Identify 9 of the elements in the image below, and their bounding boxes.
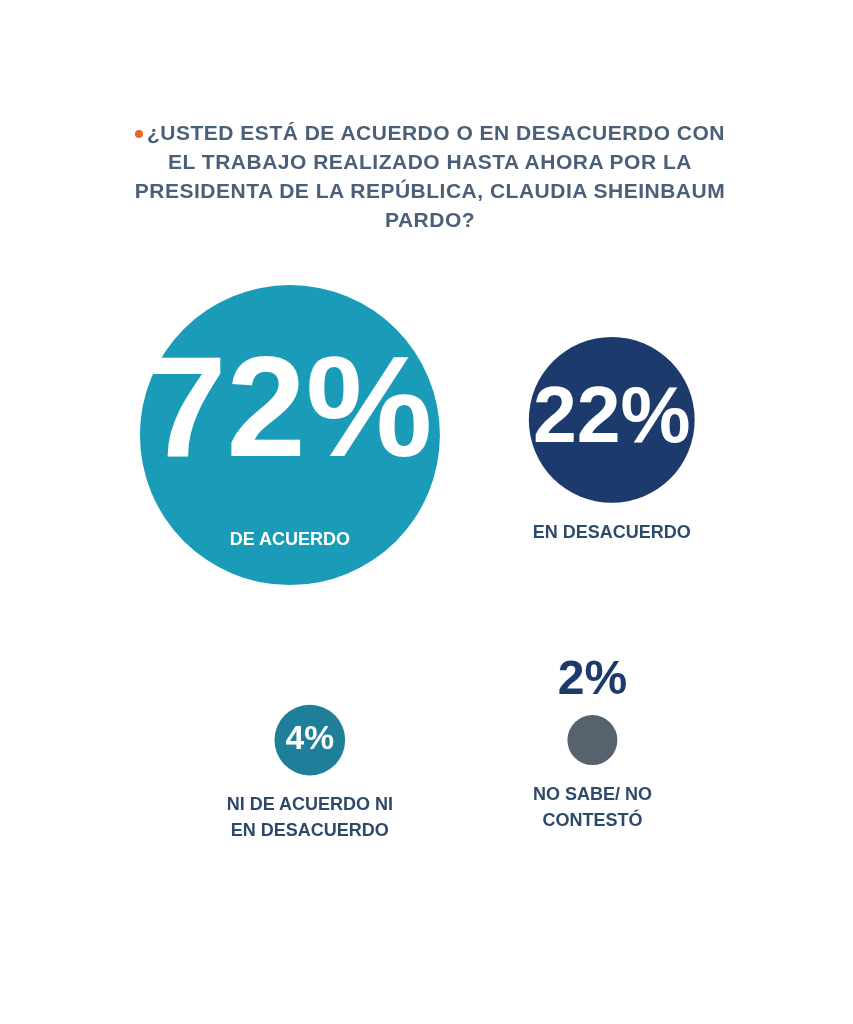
data-label: 72% [147,327,433,487]
category-label: NI DE ACUERDO NI EN DESACUERDO [226,794,393,841]
data-label: 2% [557,651,628,705]
category-label: EN DESACUERDO [532,521,691,542]
text: ¿USTED ESTÁ DE ACUERDO O EN DESACUERDO CON EL TRABAJO REALIZADO HASTA AHORA POR LA PRESIDENTA DE LA REPÚBLICA, CLAUDIA SHEINBAUM PARDO? [134,121,726,231]
data-label: 4% [285,719,335,757]
category-label: NO SABE/ NO CONTESTÓ [532,784,652,831]
data-label: 22% [532,370,691,459]
category-label: DE ACUERDO [229,529,351,550]
